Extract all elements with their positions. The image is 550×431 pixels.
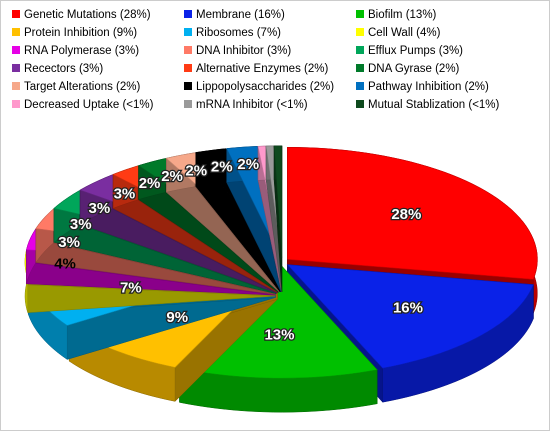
value-label: 16% (393, 299, 423, 316)
value-label: 28% (391, 206, 421, 223)
legend-label: Ribosomes (7%) (196, 27, 281, 39)
legend-swatch (184, 46, 192, 54)
legend-item: Target Alterations (2%) (12, 81, 141, 93)
legend-swatch (12, 46, 20, 54)
legend-swatch (184, 82, 192, 90)
legend-swatch (12, 82, 20, 90)
value-label: 2% (161, 168, 183, 185)
legend-item: RNA Polymerase (3%) (12, 45, 139, 57)
legend-item: Cell Wall (4%) (356, 27, 441, 39)
legend-label: Mutual Stablization (<1%) (368, 99, 500, 111)
legend-swatch (356, 100, 364, 108)
legend-item: mRNA Inhibitor (<1%) (184, 99, 308, 111)
legend-item: DNA Gyrase (2%) (356, 63, 460, 75)
legend-label: Membrane (16%) (196, 9, 285, 21)
legend-swatch (356, 28, 364, 36)
legend-item: Pathway Inhibition (2%) (356, 81, 489, 93)
legend-item: DNA Inhibitor (3%) (184, 45, 291, 57)
legend-item: Ribosomes (7%) (184, 27, 281, 39)
slice-top (287, 147, 538, 280)
legend-label: Decreased Uptake (<1%) (24, 99, 154, 111)
legend-label: Lippopolysaccharides (2%) (196, 81, 334, 93)
value-label: 2% (185, 163, 207, 180)
legend-item: Lippopolysaccharides (2%) (184, 81, 334, 93)
slice-top (178, 265, 378, 379)
legend-label: DNA Inhibitor (3%) (196, 45, 291, 57)
legend-swatch (184, 100, 192, 108)
legend-item: Membrane (16%) (184, 9, 285, 21)
legend-label: Alternative Enzymes (2%) (196, 63, 328, 75)
legend-label: Target Alterations (2%) (24, 81, 141, 93)
legend-swatch (12, 100, 20, 108)
legend-item: Decreased Uptake (<1%) (12, 99, 154, 111)
legend-label: Efflux Pumps (3%) (368, 45, 463, 57)
value-label: 3% (58, 234, 80, 251)
legend-swatch (356, 64, 364, 72)
legend-swatch (184, 10, 192, 18)
legend-swatch (12, 28, 20, 36)
legend-swatch (356, 10, 364, 18)
legend-item: Protein Inhibition (9%) (12, 27, 137, 39)
legend-label: Recectors (3%) (24, 63, 103, 75)
legend-label: DNA Gyrase (2%) (368, 63, 460, 75)
value-label: 3% (114, 185, 136, 202)
legend-label: RNA Polymerase (3%) (24, 45, 139, 57)
legend-label: Genetic Mutations (28%) (24, 9, 151, 21)
legend-label: Cell Wall (4%) (368, 27, 441, 39)
value-label: 13% (264, 327, 294, 344)
legend-label: Biofilm (13%) (368, 9, 437, 21)
slice-top (273, 145, 283, 258)
value-label: 2% (237, 156, 259, 173)
legend-label: Pathway Inhibition (2%) (368, 81, 489, 93)
legend-item: Mutual Stablization (<1%) (356, 99, 500, 111)
legend-item: Alternative Enzymes (2%) (184, 63, 328, 75)
legend-item: Biofilm (13%) (356, 9, 437, 21)
legend-item: Recectors (3%) (12, 63, 103, 75)
slice (273, 145, 283, 292)
legend-item: Efflux Pumps (3%) (356, 45, 463, 57)
value-label: 2% (211, 159, 233, 176)
legend-swatch (356, 46, 364, 54)
slice-top (286, 264, 534, 369)
legend-swatch (12, 10, 20, 18)
legend-label: Protein Inhibition (9%) (24, 27, 137, 39)
value-label: 2% (139, 175, 161, 192)
legend-label: mRNA Inhibitor (<1%) (196, 99, 308, 111)
legend-item: Genetic Mutations (28%) (12, 9, 151, 21)
value-label: 7% (120, 279, 142, 296)
legend-swatch (184, 28, 192, 36)
value-label: 3% (89, 200, 111, 217)
slice-top (226, 146, 282, 258)
value-label: 4% (54, 255, 76, 272)
value-label: 3% (70, 216, 92, 233)
value-label: 9% (166, 309, 188, 326)
legend-swatch (12, 64, 20, 72)
legend-swatch (184, 64, 192, 72)
legend-swatch (356, 82, 364, 90)
